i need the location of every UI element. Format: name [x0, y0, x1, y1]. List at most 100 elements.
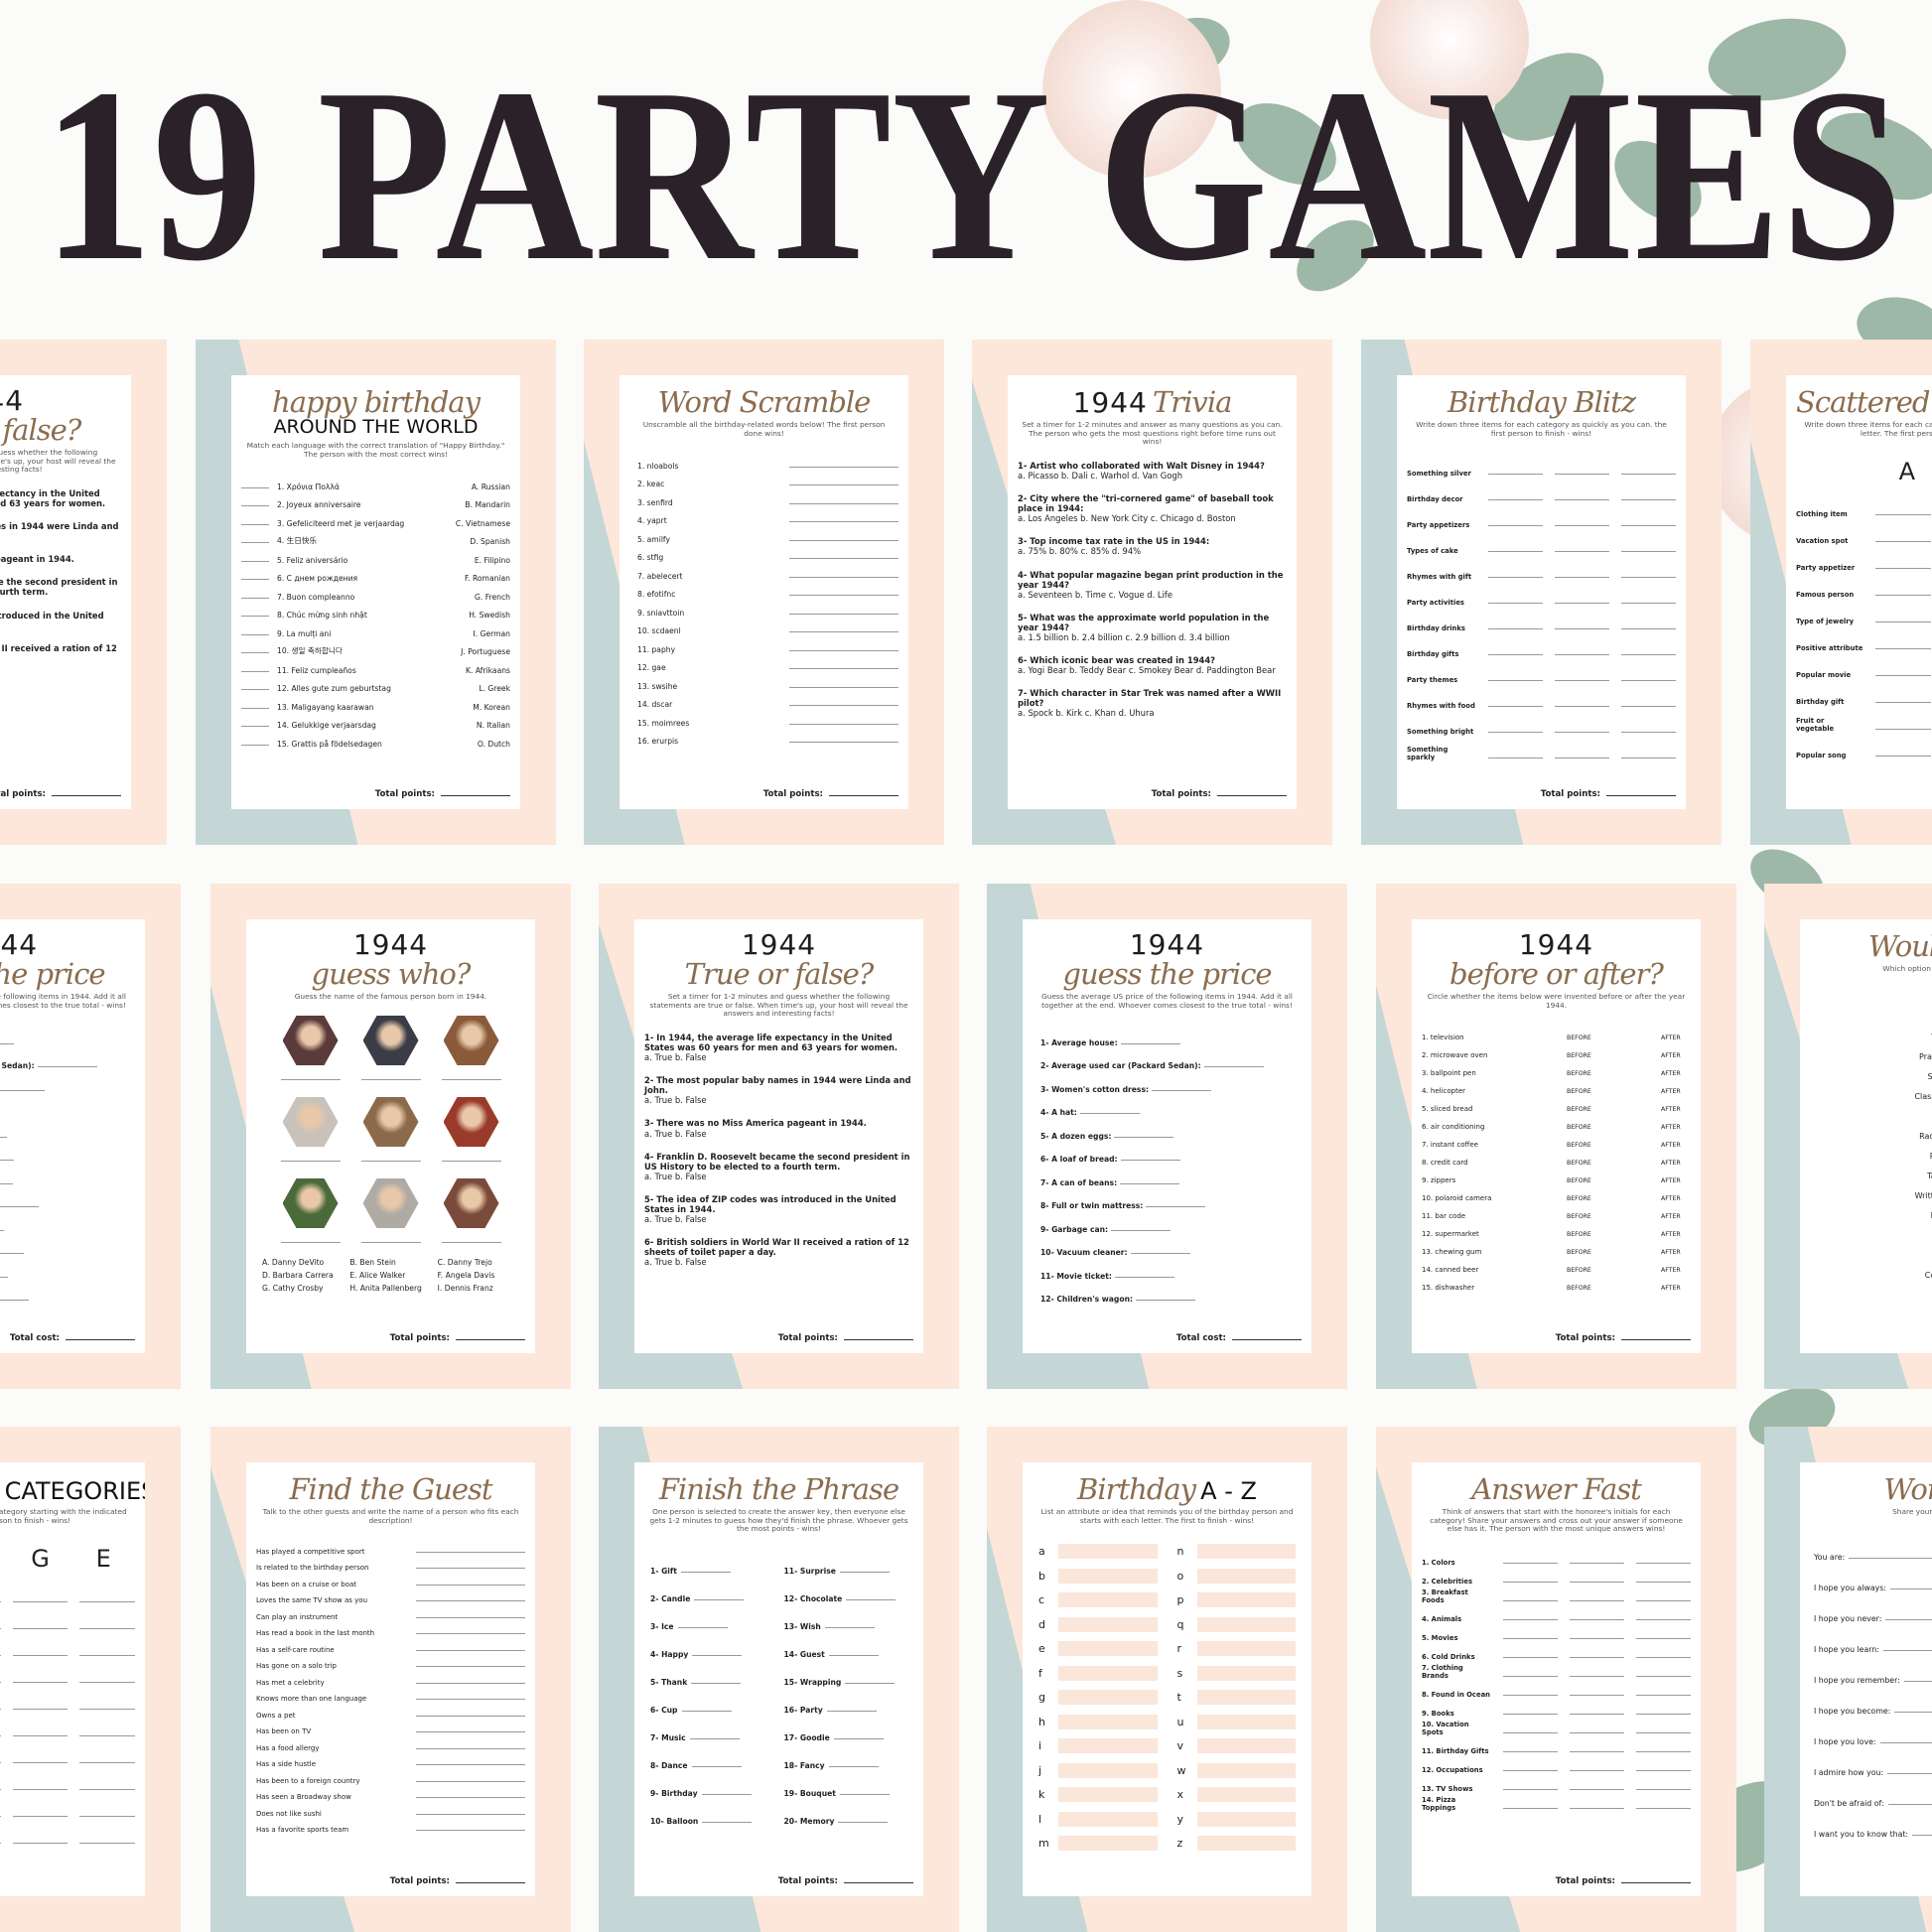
answer-blank[interactable] [1503, 1675, 1558, 1677]
answer-blank[interactable] [241, 689, 269, 691]
answer-blank[interactable] [677, 1626, 728, 1628]
answer-blank[interactable] [838, 1821, 889, 1823]
answer-blank[interactable] [1621, 499, 1676, 501]
answer-blank[interactable] [0, 1789, 1, 1791]
answer-blank[interactable] [1882, 1649, 1932, 1651]
total-blank[interactable] [1606, 795, 1676, 796]
answer-blank[interactable] [1621, 551, 1676, 553]
answer-blank[interactable] [1503, 1694, 1558, 1696]
answer-blank[interactable] [691, 1682, 742, 1684]
answer-box[interactable] [1196, 1690, 1296, 1706]
answer-blank[interactable] [1488, 603, 1543, 605]
answer-blank[interactable] [416, 1649, 525, 1651]
answer-blank[interactable] [1894, 1711, 1932, 1713]
answer-blank[interactable] [0, 1160, 14, 1162]
answer-blank[interactable] [1503, 1750, 1558, 1752]
answer-blank[interactable] [1570, 1731, 1624, 1733]
answer-blank[interactable] [789, 631, 898, 633]
answer-blank[interactable] [789, 595, 898, 597]
answer-blank[interactable] [79, 1762, 136, 1764]
option-item[interactable]: Tea [1810, 1008, 1932, 1028]
after-option[interactable]: AFTER [1661, 1052, 1681, 1060]
answer-blank[interactable] [789, 649, 898, 651]
answer-blank[interactable] [360, 1241, 421, 1243]
answer-blank[interactable] [1875, 568, 1931, 570]
answer-blank[interactable] [1120, 1160, 1180, 1162]
answer-blank[interactable] [0, 1136, 8, 1138]
answer-blank[interactable] [1875, 756, 1931, 758]
answer-box[interactable] [1196, 1568, 1296, 1584]
option-item[interactable]: Classical Music [1914, 1091, 1932, 1101]
answer-blank[interactable] [1555, 603, 1609, 605]
option-item[interactable]: Take Out [1927, 1171, 1932, 1180]
answer-box[interactable] [1196, 1738, 1296, 1754]
answer-blank[interactable] [1636, 1675, 1691, 1677]
option-item[interactable]: Written Letters [1914, 1190, 1932, 1200]
answer-blank[interactable] [0, 1182, 14, 1184]
option-item[interactable]: Puzzles [1810, 1147, 1932, 1167]
answer-blank[interactable] [416, 1797, 525, 1799]
answer-blank[interactable] [1114, 1276, 1174, 1278]
answer-blank[interactable] [1555, 499, 1609, 501]
option-item[interactable]: Radio Shows [1919, 1131, 1932, 1141]
after-option[interactable]: AFTER [1661, 1035, 1681, 1042]
answer-blank[interactable] [416, 1584, 525, 1586]
answer-blank[interactable] [1875, 595, 1931, 597]
answer-blank[interactable] [1570, 1637, 1624, 1639]
answer-box[interactable] [1058, 1592, 1158, 1608]
before-option[interactable]: BEFORE [1567, 1195, 1591, 1203]
before-option[interactable]: BEFORE [1567, 1213, 1591, 1221]
total-blank[interactable] [52, 795, 121, 796]
answer-blank[interactable] [241, 707, 269, 709]
answer-blank[interactable] [1555, 525, 1609, 527]
option-item[interactable]: Dogs [1810, 988, 1932, 1008]
answer-blank[interactable] [839, 1571, 890, 1573]
option-item[interactable]: Summer [1927, 1071, 1932, 1081]
answer-blank[interactable] [1570, 1750, 1624, 1752]
answer-blank[interactable] [441, 1078, 501, 1080]
answer-blank[interactable] [1621, 577, 1676, 579]
answer-blank[interactable] [789, 502, 898, 504]
answer-blank[interactable] [241, 726, 269, 728]
answer-blank[interactable] [1555, 680, 1609, 682]
answer-blank[interactable] [12, 1762, 69, 1764]
answer-blank[interactable] [1887, 1772, 1932, 1774]
answer-blank[interactable] [1570, 1675, 1624, 1677]
answer-box[interactable] [1058, 1836, 1158, 1852]
answer-blank[interactable] [241, 523, 269, 525]
answer-blank[interactable] [1503, 1769, 1558, 1771]
after-option[interactable]: AFTER [1661, 1106, 1681, 1114]
answer-blank[interactable] [416, 1780, 525, 1782]
answer-blank[interactable] [416, 1731, 525, 1733]
answer-blank[interactable] [241, 652, 269, 654]
answer-blank[interactable] [0, 1089, 46, 1091]
after-option[interactable]: AFTER [1661, 1070, 1681, 1078]
answer-blank[interactable] [1621, 680, 1676, 682]
answer-blank[interactable] [1488, 499, 1543, 501]
answer-blank[interactable] [1570, 1788, 1624, 1790]
answer-blank[interactable] [1636, 1637, 1691, 1639]
after-option[interactable]: AFTER [1661, 1267, 1681, 1275]
answer-box[interactable] [1196, 1762, 1296, 1778]
after-option[interactable]: AFTER [1661, 1231, 1681, 1239]
answer-blank[interactable] [1555, 628, 1609, 630]
answer-blank[interactable] [1555, 577, 1609, 579]
answer-blank[interactable] [241, 560, 269, 562]
answer-blank[interactable] [12, 1735, 69, 1737]
answer-blank[interactable] [0, 1206, 40, 1208]
answer-box[interactable] [1058, 1738, 1158, 1754]
answer-blank[interactable] [1503, 1562, 1558, 1564]
answer-blank[interactable] [1152, 1089, 1212, 1091]
answer-blank[interactable] [1503, 1731, 1558, 1733]
answer-blank[interactable] [1488, 551, 1543, 553]
answer-blank[interactable] [1114, 1136, 1174, 1138]
answer-blank[interactable] [1555, 758, 1609, 759]
answer-blank[interactable] [1636, 1807, 1691, 1809]
total-blank[interactable] [1621, 1339, 1691, 1340]
answer-blank[interactable] [241, 505, 269, 507]
answer-blank[interactable] [1555, 654, 1609, 656]
total-blank[interactable] [844, 1882, 913, 1883]
answer-blank[interactable] [1555, 551, 1609, 553]
answer-blank[interactable] [416, 1813, 525, 1815]
answer-blank[interactable] [789, 539, 898, 541]
